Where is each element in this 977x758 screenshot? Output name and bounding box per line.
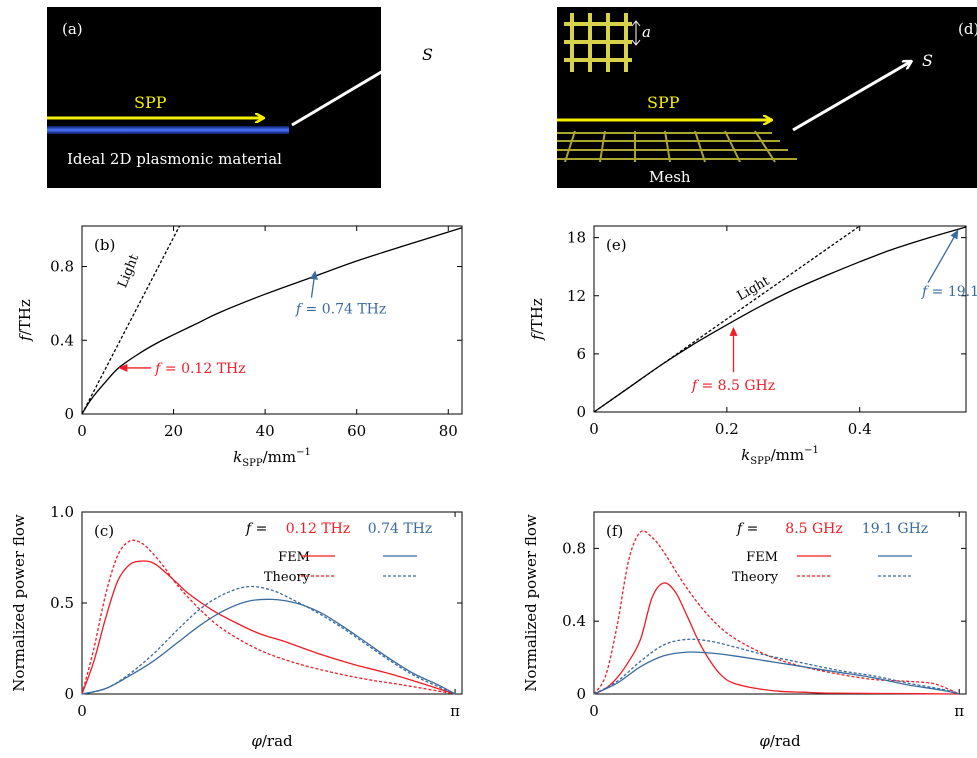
plot-frame-f bbox=[593, 511, 967, 695]
x-axis-label-e: kSPP/mm−1 bbox=[741, 445, 819, 467]
x-axis-label-b: kSPP/mm−1 bbox=[233, 447, 311, 469]
chart-panel-f: (f) 0 π 0 0.4 0.8 φ/rad Normalized power flow f … bbox=[522, 511, 967, 750]
y-tick-label-b: 0 bbox=[64, 405, 74, 423]
legend-row-label-c: FEM bbox=[278, 550, 310, 565]
spp-label-a: SPP bbox=[134, 93, 167, 112]
x-tick-label-b: 40 bbox=[256, 422, 275, 440]
y-tick-label-f: 0.4 bbox=[562, 612, 586, 630]
annotation-text-e: f = 19.1 GHz bbox=[921, 284, 977, 300]
material-label-d: Mesh bbox=[649, 168, 691, 186]
panel-label-b: (b) bbox=[94, 236, 115, 254]
y-tick-label-e: 18 bbox=[567, 229, 586, 247]
y-axis-label-f: Normalized power flow bbox=[522, 514, 540, 692]
x-tick-label-e: 0.2 bbox=[715, 420, 739, 438]
light-line-label-b: Light bbox=[115, 252, 142, 291]
x-tick-label-b: 0 bbox=[77, 422, 87, 440]
annotation-arrow-e bbox=[927, 235, 956, 283]
chart-panel-c: (c) 0 π 0 0.5 1.0 φ/rad Normalized power flow f … bbox=[10, 503, 463, 750]
annotation-arrowhead-e bbox=[729, 326, 738, 336]
legend-freq-2-f: 19.1 GHz bbox=[862, 521, 928, 537]
mesh-plane bbox=[557, 130, 797, 163]
y-axis-label-b: f/THz bbox=[16, 299, 34, 342]
radiation-arrow-a bbox=[291, 55, 410, 127]
radiation-arrow-d bbox=[792, 62, 910, 132]
series-line-c-1 bbox=[81, 539, 456, 695]
annotation-arrowhead-b bbox=[310, 270, 318, 280]
series-line-e-0 bbox=[593, 226, 967, 413]
y-tick-label-b: 0.8 bbox=[50, 258, 74, 276]
series-line-f-3 bbox=[593, 638, 960, 695]
panel-d-label: (d) bbox=[958, 20, 977, 38]
spp-label-d: SPP bbox=[647, 93, 680, 112]
x-tick-label-b: 80 bbox=[439, 422, 458, 440]
annotation-arrowhead-e bbox=[950, 229, 959, 240]
legend-freq-1-c: 0.12 THz bbox=[286, 521, 351, 537]
y-tick-label-e: 12 bbox=[567, 287, 586, 305]
panel-label-f: (f) bbox=[606, 522, 623, 540]
x-tick-label-f: 0 bbox=[589, 702, 599, 720]
annotation-arrowhead-b bbox=[118, 363, 128, 372]
chart-panel-b: (b) 0 20 40 60 80 0 0.4 0.8 kSPP/mm−1 f/THz Light f … bbox=[16, 225, 463, 469]
annotation-text-b: f = 0.74 THz bbox=[295, 302, 386, 318]
x-tick-label-e: 0 bbox=[589, 420, 599, 438]
series-line-c-2 bbox=[81, 598, 456, 695]
material-label-a: Ideal 2D plasmonic material bbox=[67, 150, 282, 168]
legend-freq-1-f: 8.5 GHz bbox=[785, 521, 842, 537]
legend-header-f: f = bbox=[736, 521, 758, 537]
y-tick-label-b: 0.4 bbox=[50, 331, 74, 349]
mesh-inset bbox=[564, 13, 632, 72]
s-label-a: S bbox=[422, 45, 433, 64]
y-tick-label-f: 0.8 bbox=[562, 539, 586, 557]
s-label-d: S bbox=[922, 51, 933, 70]
legend-row-label-f: Theory bbox=[732, 570, 779, 585]
y-tick-label-c: 0 bbox=[64, 685, 74, 703]
x-tick-label-f: π bbox=[954, 702, 964, 720]
legend-freq-2-c: 0.74 THz bbox=[368, 521, 433, 537]
x-tick-label-c: 0 bbox=[77, 702, 87, 720]
y-tick-label-e: 0 bbox=[576, 403, 586, 421]
series-line-f-2 bbox=[593, 651, 960, 695]
x-tick-label-b: 60 bbox=[347, 422, 366, 440]
series-line-c-3 bbox=[81, 585, 456, 695]
y-tick-label-c: 1.0 bbox=[50, 503, 74, 521]
plot-frame-e bbox=[593, 225, 967, 413]
x-axis-label-c: φ/rad bbox=[251, 732, 293, 750]
panel-d-background bbox=[557, 7, 977, 188]
y-tick-label-c: 0.5 bbox=[50, 594, 74, 612]
x-tick-label-c: π bbox=[450, 702, 460, 720]
y-tick-label-f: 0 bbox=[576, 685, 586, 703]
series-line-c-0 bbox=[81, 560, 456, 695]
x-tick-label-e: 0.4 bbox=[848, 420, 872, 438]
annotation-text-b: f = 0.12 THz bbox=[154, 361, 245, 377]
panel-label-c: (c) bbox=[94, 522, 114, 540]
period-label: a bbox=[642, 23, 651, 41]
series-line-b-0 bbox=[81, 227, 463, 415]
legend-row-label-f: FEM bbox=[746, 550, 778, 565]
legend-row-label-c: Theory bbox=[264, 570, 311, 585]
period-indicator bbox=[631, 20, 641, 46]
y-tick-label-e: 6 bbox=[576, 345, 586, 363]
panel-a-background bbox=[47, 7, 381, 188]
series-line-b-1 bbox=[81, 225, 181, 415]
plasmonic-material-strip bbox=[47, 126, 289, 134]
panel-a: (a) SPP S Ideal 2D plasmonic material bbox=[47, 7, 433, 188]
x-tick-label-b: 20 bbox=[164, 422, 183, 440]
series-line-f-1 bbox=[593, 530, 960, 695]
legend-header-c: f = bbox=[245, 521, 267, 537]
panel-a-label: (a) bbox=[62, 20, 83, 38]
annotation-arrow-b bbox=[310, 277, 315, 298]
plot-frame-c bbox=[81, 511, 463, 695]
y-axis-label-c: Normalized power flow bbox=[10, 514, 28, 692]
x-axis-label-f: φ/rad bbox=[759, 732, 801, 750]
annotation-text-e: f = 8.5 GHz bbox=[691, 378, 775, 394]
series-line-e-1 bbox=[593, 225, 861, 413]
panel-d: (d) a SPP bbox=[557, 7, 977, 188]
panel-label-e: (e) bbox=[606, 236, 627, 254]
plot-frame-b bbox=[81, 225, 463, 415]
series-line-f-0 bbox=[593, 582, 960, 695]
y-axis-label-e: f/THz bbox=[528, 298, 546, 341]
